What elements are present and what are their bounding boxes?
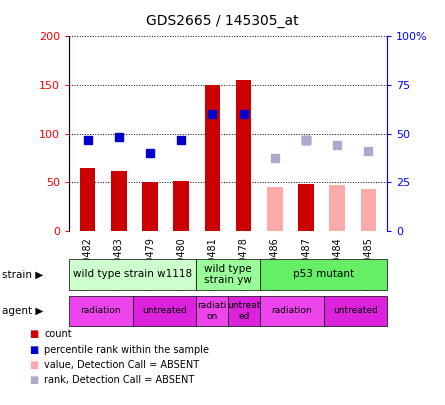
Text: p53 mutant: p53 mutant — [293, 269, 354, 279]
Bar — [360, 189, 376, 231]
Bar — [174, 181, 189, 231]
Text: untreat
ed: untreat ed — [227, 301, 261, 320]
Text: agent ▶: agent ▶ — [2, 306, 44, 316]
Text: ■: ■ — [29, 329, 38, 339]
Text: GDS2665 / 145305_at: GDS2665 / 145305_at — [146, 14, 299, 28]
Text: untreated: untreated — [142, 306, 187, 315]
Bar — [205, 85, 220, 231]
Text: radiati
on: radiati on — [198, 301, 227, 320]
Text: count: count — [44, 329, 72, 339]
Bar — [111, 171, 127, 231]
Bar — [80, 168, 96, 231]
Text: wild type strain w1118: wild type strain w1118 — [73, 269, 192, 279]
Text: ■: ■ — [29, 375, 38, 385]
Text: radiation: radiation — [81, 306, 121, 315]
Bar — [298, 184, 314, 231]
Text: strain ▶: strain ▶ — [2, 269, 44, 279]
Text: wild type
strain yw: wild type strain yw — [204, 264, 252, 285]
Text: radiation: radiation — [271, 306, 312, 315]
Text: ■: ■ — [29, 360, 38, 370]
Text: ■: ■ — [29, 345, 38, 354]
Text: rank, Detection Call = ABSENT: rank, Detection Call = ABSENT — [44, 375, 195, 385]
Text: untreated: untreated — [333, 306, 378, 315]
Bar — [236, 80, 251, 231]
Bar — [267, 187, 283, 231]
Bar — [329, 185, 345, 231]
Text: percentile rank within the sample: percentile rank within the sample — [44, 345, 210, 354]
Bar — [142, 182, 158, 231]
Text: value, Detection Call = ABSENT: value, Detection Call = ABSENT — [44, 360, 200, 370]
